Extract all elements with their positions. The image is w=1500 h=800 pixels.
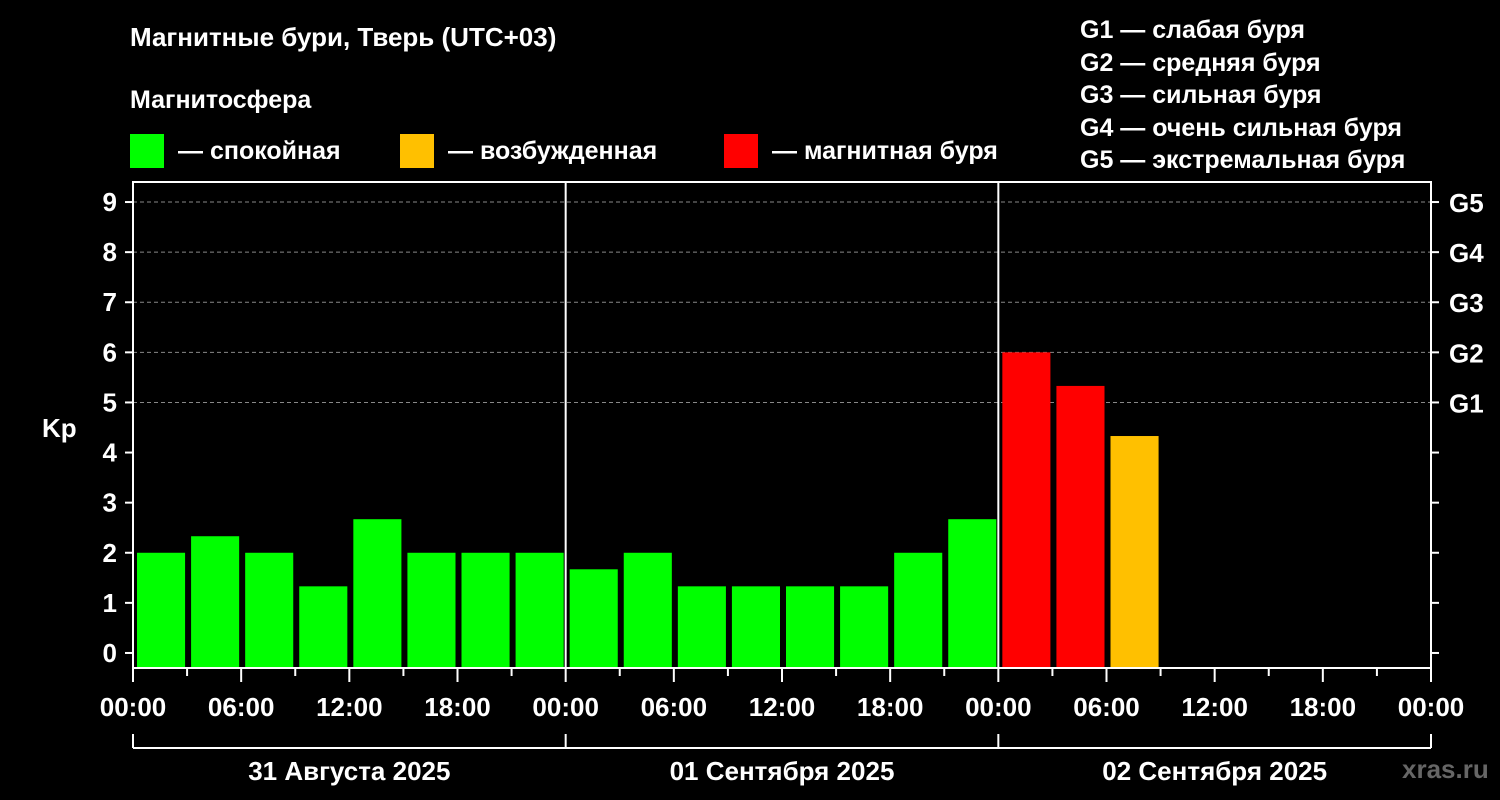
y-tick-label: 9 — [103, 187, 117, 217]
g-scale-legend: G1 — слабая буря G2 — средняя буря G3 — … — [1080, 14, 1405, 177]
x-tick-label: 06:00 — [208, 692, 275, 722]
legend-swatch-storm — [724, 134, 758, 168]
kp-bar — [840, 586, 889, 668]
kp-bar — [569, 569, 618, 668]
g-legend-item-g4: G4 — очень сильная буря — [1080, 113, 1402, 142]
kp-bar — [245, 552, 294, 668]
kp-bar — [1110, 436, 1159, 668]
kp-bar — [1002, 352, 1051, 668]
x-tick-label: 18:00 — [857, 692, 924, 722]
kp-bar — [299, 586, 348, 668]
day-label: 01 Сентября 2025 — [670, 756, 895, 786]
y-tick-label: 3 — [103, 488, 117, 518]
y-tick-label: 5 — [103, 387, 117, 417]
g-scale-label: G1 — [1449, 388, 1484, 418]
x-tick-label: 12:00 — [749, 692, 816, 722]
g-scale-label: G2 — [1449, 338, 1484, 368]
g-scale-label: G3 — [1449, 288, 1484, 318]
y-axis-label: Kp — [42, 413, 77, 443]
x-tick-label: 00:00 — [1398, 692, 1465, 722]
kp-bar — [407, 552, 456, 668]
day-label: 02 Сентября 2025 — [1102, 756, 1327, 786]
g-scale-label: G4 — [1449, 238, 1484, 268]
y-tick-label: 7 — [103, 287, 117, 317]
legend-item-quiet: — спокойная — [130, 134, 341, 168]
y-tick-label: 8 — [103, 237, 117, 267]
y-tick-label: 1 — [103, 588, 117, 618]
legend-label-quiet: — спокойная — [178, 136, 341, 165]
x-tick-label: 06:00 — [641, 692, 708, 722]
kp-bar — [623, 552, 672, 668]
g-scale-label: G5 — [1449, 188, 1484, 218]
legend-swatch-quiet — [130, 134, 164, 168]
kp-bar — [894, 552, 943, 668]
kp-bar — [948, 519, 997, 668]
y-tick-label: 6 — [103, 337, 117, 367]
kp-bar — [1056, 385, 1105, 668]
legend-item-excited: — возбужденная — [400, 134, 657, 168]
g-legend-item-g1: G1 — слабая буря — [1080, 16, 1306, 44]
legend-swatch-excited — [400, 134, 434, 168]
x-tick-label: 06:00 — [1073, 692, 1140, 722]
kp-bar — [353, 519, 402, 668]
x-tick-label: 18:00 — [1290, 692, 1357, 722]
kp-bar — [461, 552, 510, 668]
legend-label-excited: — возбужденная — [448, 136, 658, 165]
x-tick-label: 12:00 — [316, 692, 383, 722]
g-legend-item-g3: G3 — сильная буря — [1080, 81, 1322, 109]
kp-bar — [677, 586, 726, 668]
g-legend-item-g2: G2 — средняя буря — [1080, 48, 1321, 77]
kp-bar — [137, 552, 186, 668]
y-tick-label: 4 — [103, 438, 118, 468]
chart-title: Магнитные бури, Тверь (UTC+03) — [130, 22, 557, 52]
legend-label-storm: — магнитная буря — [772, 136, 998, 165]
x-tick-label: 00:00 — [100, 692, 167, 722]
g-legend-item-g5: G5 — экстремальная буря — [1080, 146, 1406, 174]
watermark: xras.ru — [1402, 754, 1489, 784]
day-label: 31 Августа 2025 — [248, 756, 450, 786]
legend-subtitle: Магнитосфера — [130, 86, 312, 114]
x-tick-label: 18:00 — [424, 692, 491, 722]
kp-bar — [731, 586, 780, 668]
y-tick-label: 0 — [103, 638, 117, 668]
kp-bar — [515, 552, 564, 668]
x-tick-label: 00:00 — [532, 692, 599, 722]
legend-item-storm: — магнитная буря — [724, 134, 998, 168]
x-tick-label: 00:00 — [965, 692, 1032, 722]
kp-bar — [191, 536, 240, 668]
kp-bar — [786, 586, 835, 668]
y-tick-label: 2 — [103, 538, 117, 568]
x-tick-label: 12:00 — [1181, 692, 1248, 722]
